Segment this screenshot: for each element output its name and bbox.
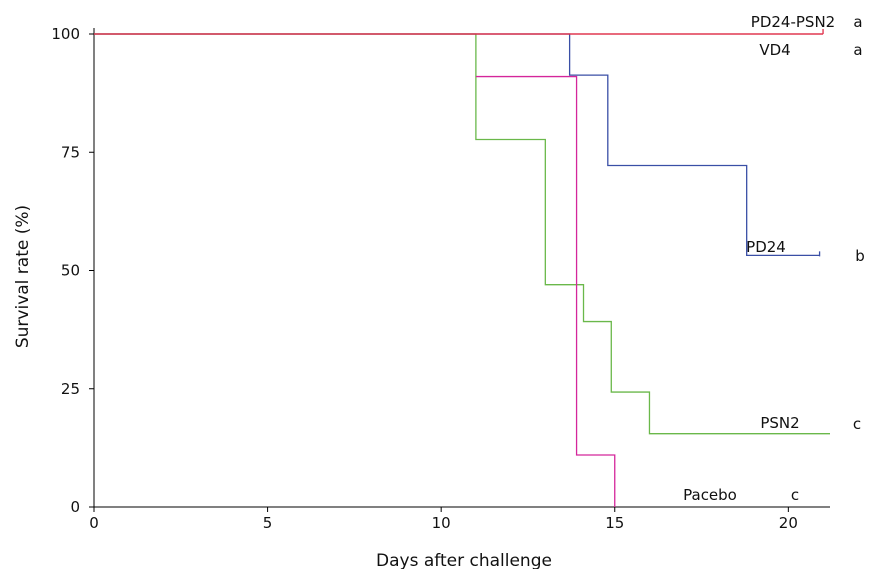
series-label-vd4: VD4 xyxy=(759,41,790,59)
y-tick-label: 25 xyxy=(61,380,80,398)
x-axis-title: Days after challenge xyxy=(376,551,552,569)
axes xyxy=(93,28,830,508)
x-ticks: 0 5 10 15 20 xyxy=(89,507,798,532)
sig-letter-pacebo: c xyxy=(791,486,799,504)
series-label-pacebo: Pacebo xyxy=(683,486,737,504)
series-labels: PD24-PSN2 a VD4 a PD24 b PSN2 c Pacebo c xyxy=(683,13,865,504)
x-tick-label: 0 xyxy=(89,514,99,532)
y-ticks: 0 25 50 75 100 xyxy=(51,25,94,516)
series-label-pd24: PD24 xyxy=(746,238,786,256)
series-line-pd24 xyxy=(94,33,820,257)
y-tick-label: 100 xyxy=(51,25,80,43)
series-label-pd24-psn2: PD24-PSN2 xyxy=(751,13,835,31)
y-tick-label: 75 xyxy=(61,143,80,161)
sig-letter-pd24: b xyxy=(855,247,865,265)
series-label-psn2: PSN2 xyxy=(760,414,799,432)
series-line-pacebo xyxy=(475,75,616,507)
x-tick-label: 5 xyxy=(263,514,273,532)
sig-letter-vd4: a xyxy=(853,41,862,59)
y-tick-label: 0 xyxy=(70,498,80,516)
x-tick-label: 15 xyxy=(605,514,624,532)
x-tick-label: 20 xyxy=(779,514,798,532)
sig-letter-pd24-psn2: a xyxy=(853,13,862,31)
sig-letter-psn2: c xyxy=(853,415,861,433)
x-tick-label: 10 xyxy=(432,514,451,532)
y-axis-title: Survival rate (%) xyxy=(13,205,33,348)
series-line-psn2 xyxy=(94,33,830,435)
series-lines xyxy=(94,29,830,507)
y-tick-label: 50 xyxy=(61,262,80,280)
